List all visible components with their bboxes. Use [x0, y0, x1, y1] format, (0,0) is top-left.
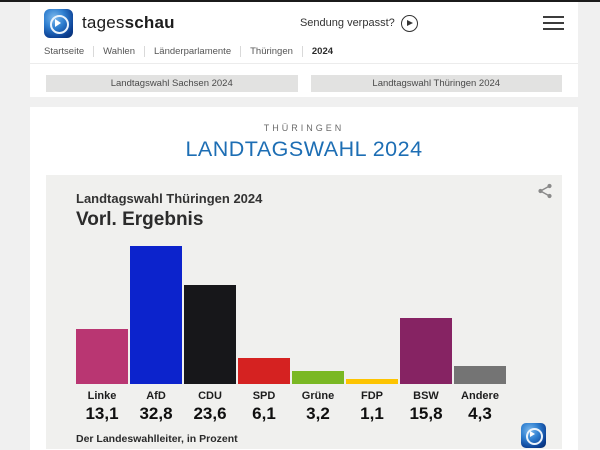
chart-source: Der Landeswahlleiter, in Prozent	[76, 433, 238, 445]
tagesschau-home-link[interactable]: tagesschau	[44, 8, 175, 38]
missed-show-button[interactable]: Sendung verpasst?	[299, 14, 418, 32]
breadcrumb-item-thueringen[interactable]: Thüringen	[241, 46, 303, 57]
header-card: tagesschau Sendung verpasst? Startseite …	[30, 2, 578, 97]
play-icon	[400, 14, 418, 32]
breadcrumb: Startseite Wahlen Länderparlamente Thüri…	[30, 38, 578, 64]
chart-column-fdp: FDP 1,1	[346, 244, 398, 424]
tab-landtagswahl-thueringen-2024[interactable]: Landtagswahl Thüringen 2024	[310, 75, 562, 92]
category-label: AfD	[146, 390, 166, 402]
hamburger-icon	[543, 16, 564, 18]
hamburger-icon	[543, 28, 564, 30]
menu-button[interactable]	[543, 12, 564, 34]
breadcrumb-item-laenderparlamente[interactable]: Länderparlamente	[145, 46, 242, 57]
category-label: CDU	[198, 390, 222, 402]
chart-column-spd: SPD 6,1	[238, 244, 290, 424]
bar-slot	[76, 244, 128, 384]
value-label: 4,3	[468, 404, 492, 423]
brand-wordmark: tagesschau	[82, 13, 175, 33]
page-title: LANDTAGSWAHL 2024	[185, 137, 423, 161]
tagesschau-logo-icon	[521, 423, 546, 448]
bar-slot	[184, 244, 236, 384]
election-tabs: Landtagswahl Sachsen 2024 Landtagswahl T…	[30, 64, 578, 92]
chart-column-andere: Andere 4,3	[454, 244, 506, 424]
category-label: Linke	[87, 390, 117, 402]
brand-prefix: tages	[82, 13, 125, 32]
chart-column-afd: AfD 32,8	[130, 244, 182, 424]
bar-slot	[238, 244, 290, 384]
page-kicker: THÜRINGEN	[263, 123, 345, 133]
tagesschau-logo-icon	[44, 8, 73, 38]
window-top-edge	[0, 0, 600, 2]
category-label: FDP	[361, 390, 383, 402]
value-label: 1,1	[360, 404, 384, 423]
main-content: THÜRINGEN LANDTAGSWAHL 2024 Landtagswahl…	[30, 107, 578, 450]
bar-cdu	[184, 285, 236, 384]
chart-column-linke: Linke 13,1	[76, 244, 128, 424]
hamburger-icon	[543, 22, 564, 24]
share-button[interactable]	[536, 182, 554, 200]
value-label: 13,1	[85, 404, 119, 423]
value-label: 23,6	[193, 404, 227, 423]
breadcrumb-item-startseite[interactable]: Startseite	[44, 46, 95, 57]
bar-slot	[346, 244, 398, 384]
share-icon	[538, 183, 552, 199]
value-label: 32,8	[139, 404, 173, 423]
category-label: Grüne	[301, 390, 335, 402]
category-label: BSW	[413, 390, 439, 402]
category-label: Andere	[461, 390, 499, 402]
bar-slot	[454, 244, 506, 384]
tab-landtagswahl-sachsen-2024[interactable]: Landtagswahl Sachsen 2024	[46, 75, 298, 92]
breadcrumb-current-2024: 2024	[311, 46, 334, 57]
bar-slot	[292, 244, 344, 384]
bar-chart: Linke 13,1 AfD 32,8 CDU 23,6 SPD 6,1 Grüne 3,2 FDP…	[76, 244, 532, 424]
bar-linke	[76, 329, 128, 384]
bar-fdp	[346, 379, 398, 384]
chart-title: Landtagswahl Thüringen 2024	[76, 191, 263, 206]
bar-andere	[454, 366, 506, 384]
chart-subtitle: Vorl. Ergebnis	[76, 209, 204, 230]
bar-bsw	[400, 318, 452, 384]
chart-column-cdu: CDU 23,6	[184, 244, 236, 424]
breadcrumb-item-wahlen[interactable]: Wahlen	[94, 46, 145, 57]
bar-spd	[238, 358, 290, 384]
bar-afd	[130, 246, 182, 384]
value-label: 3,2	[306, 404, 330, 423]
chart-column-bsw: BSW 15,8	[400, 244, 452, 424]
header-row: tagesschau Sendung verpasst?	[30, 2, 578, 38]
bar-grüne	[292, 371, 344, 384]
value-label: 15,8	[409, 404, 443, 423]
missed-show-label: Sendung verpasst?	[299, 17, 395, 29]
chart-column-grüne: Grüne 3,2	[292, 244, 344, 424]
value-label: 6,1	[252, 404, 276, 423]
category-label: SPD	[252, 390, 276, 402]
bar-slot	[130, 244, 182, 384]
brand-suffix: schau	[124, 13, 175, 32]
bar-slot	[400, 244, 452, 384]
results-chart-card: Landtagswahl Thüringen 2024 Vorl. Ergebn…	[46, 175, 562, 449]
